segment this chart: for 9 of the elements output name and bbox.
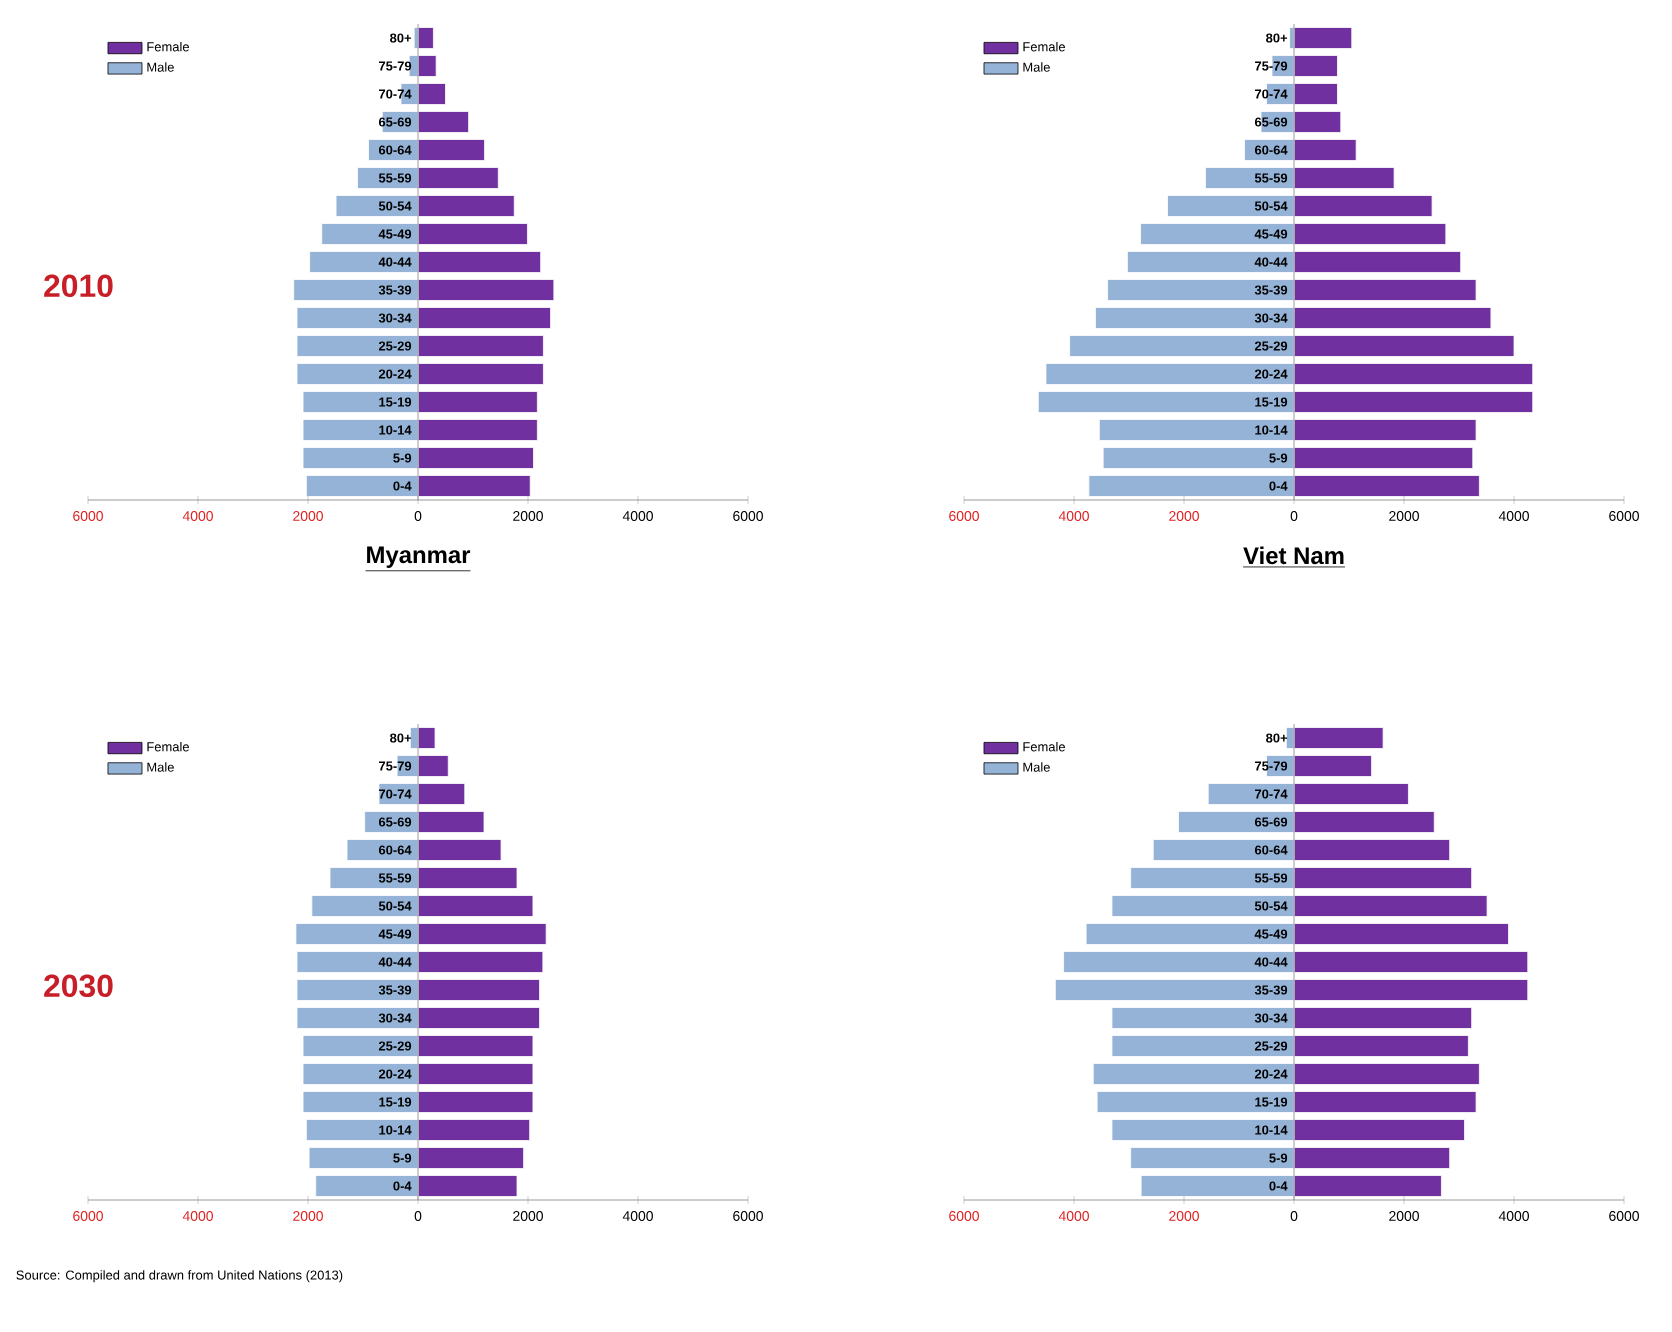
x-axis-title: Viet Nam	[1243, 546, 1344, 565]
bar	[1293, 727, 1384, 749]
bar	[1293, 27, 1353, 49]
x-axis-title: Myanmar	[367, 546, 471, 569]
y-axis-title: 2010	[44, 274, 113, 298]
bar	[417, 727, 436, 749]
y-axis-title: 2030	[44, 974, 113, 998]
bar	[417, 27, 434, 49]
bar	[417, 55, 437, 77]
